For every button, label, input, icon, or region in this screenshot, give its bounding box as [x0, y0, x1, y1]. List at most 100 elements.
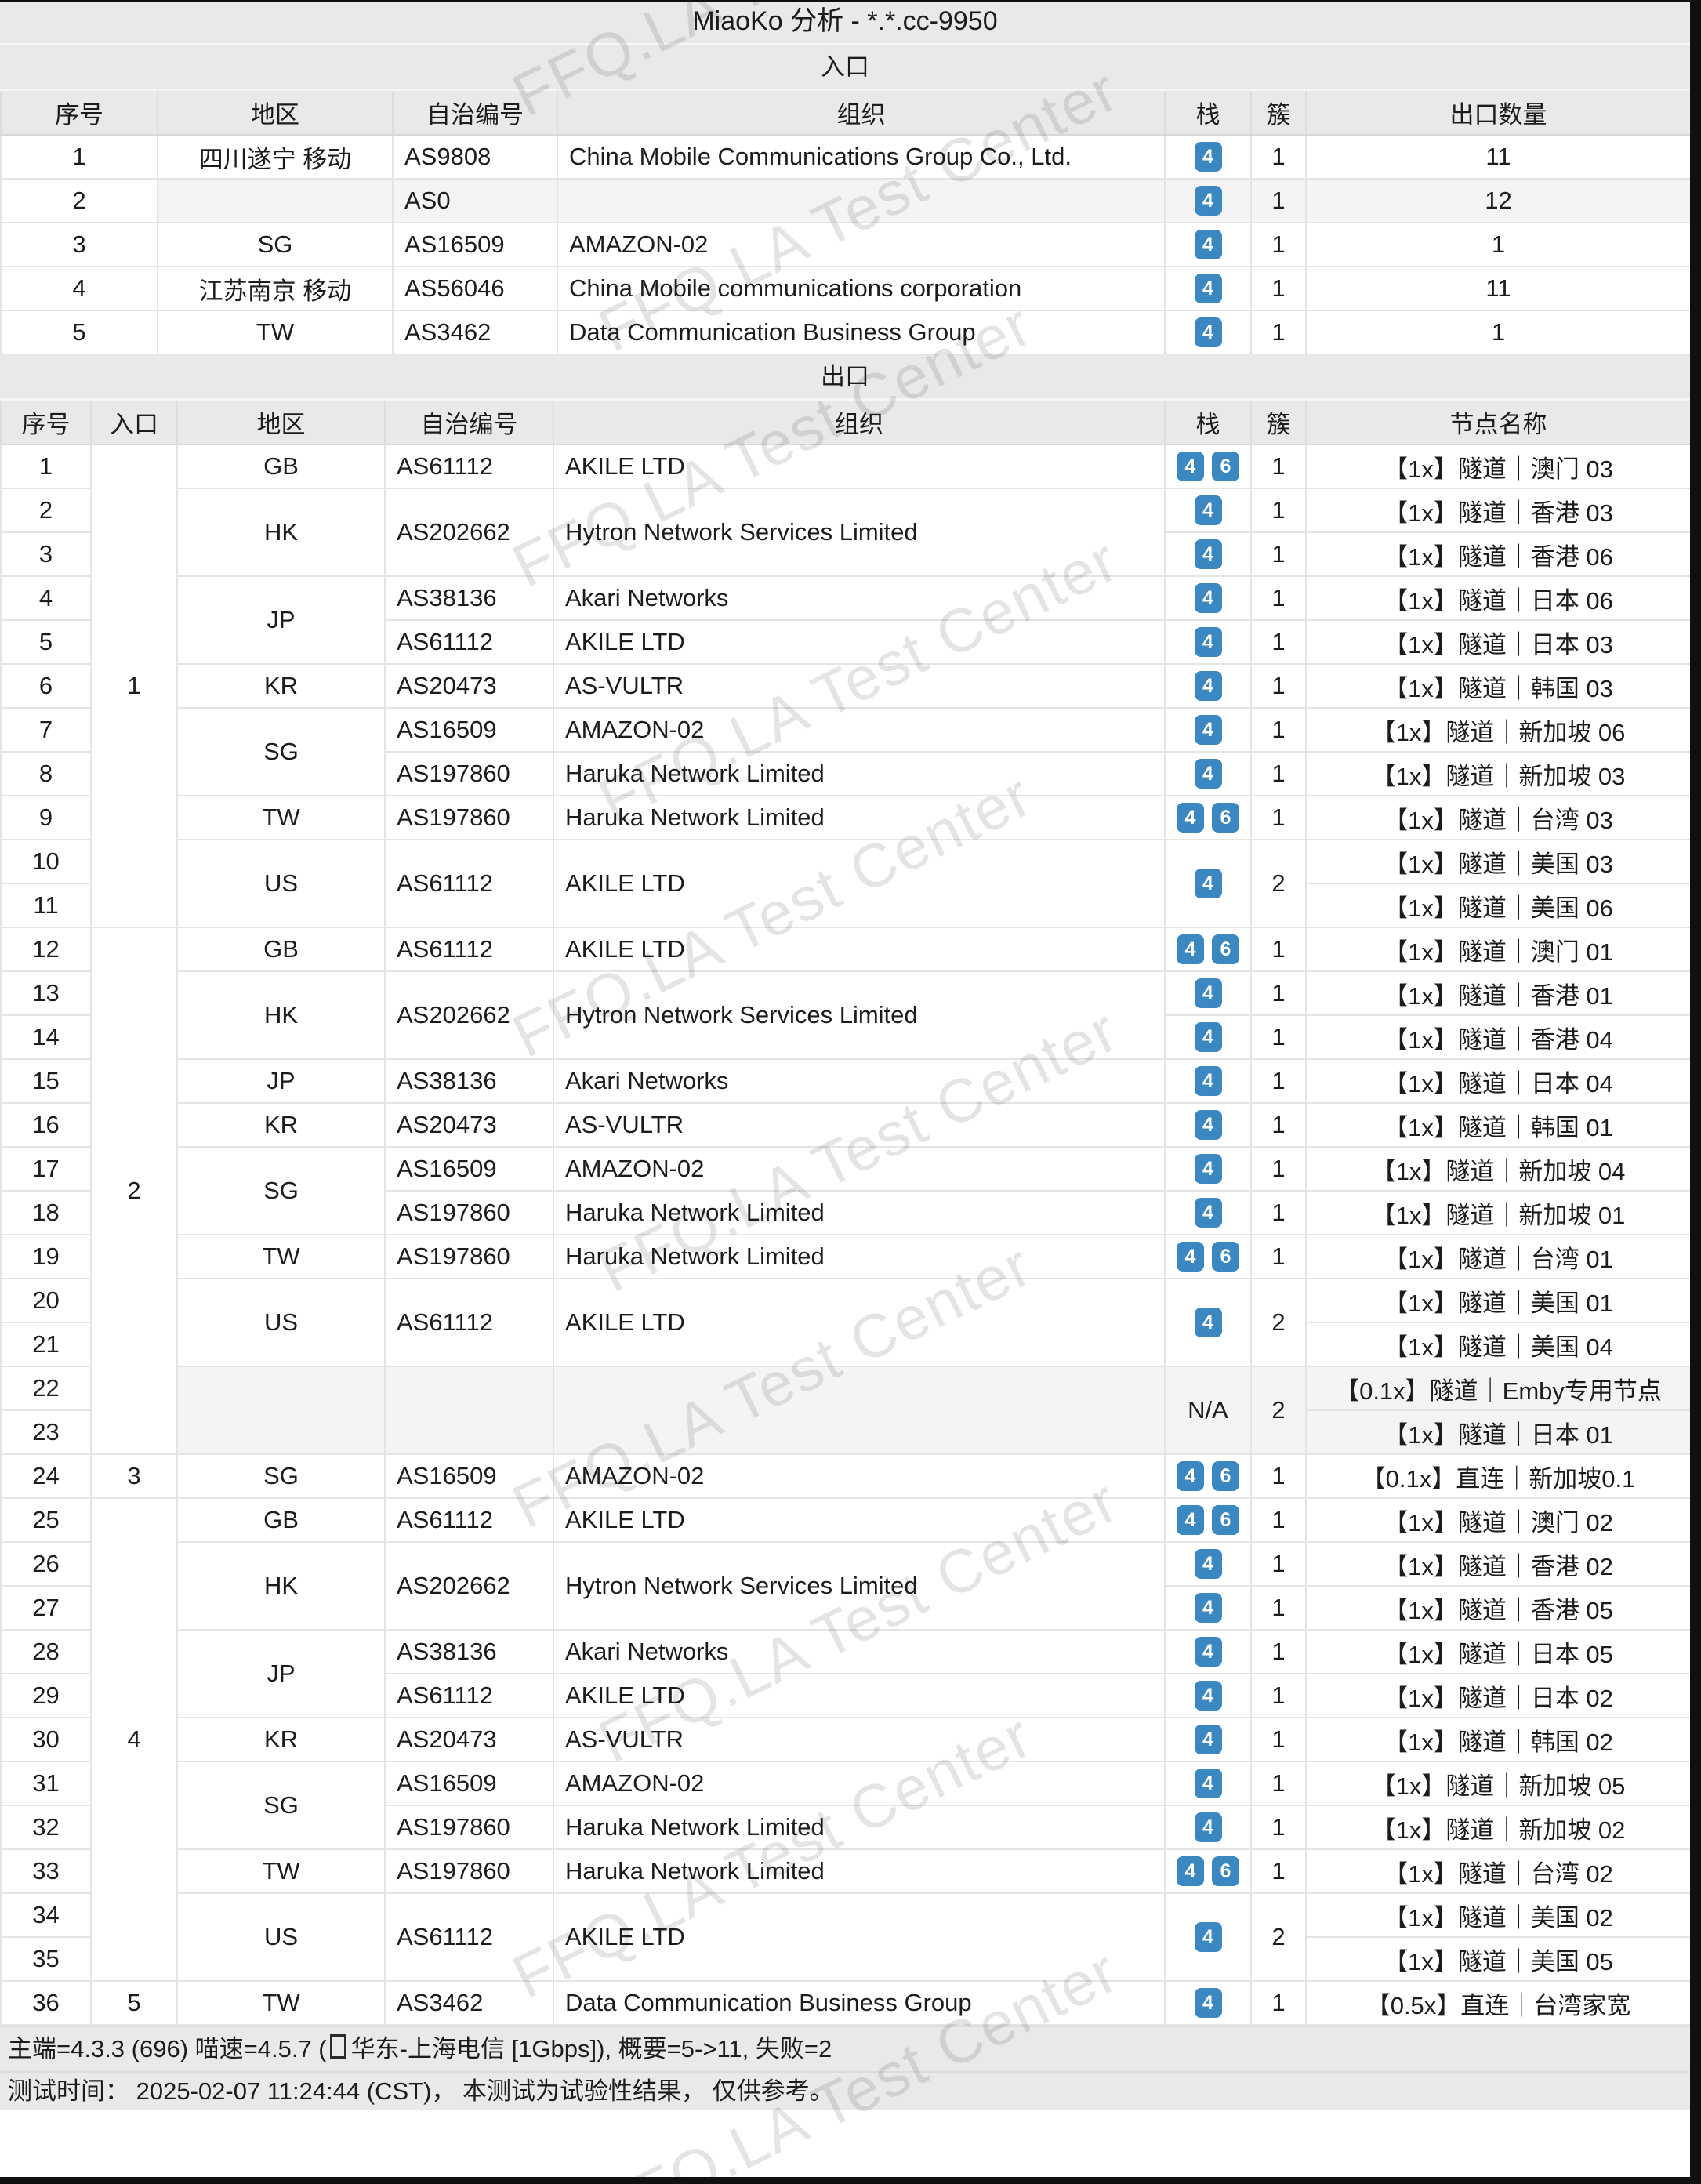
cell-no: 28	[0, 1630, 92, 1674]
cell-stack: 4	[1164, 1981, 1252, 2026]
cell-no: 31	[0, 1761, 92, 1806]
cell-exits: 12	[1305, 179, 1692, 223]
cell-org: Haruka Network Limited	[553, 1235, 1166, 1279]
window-edge-bottom	[0, 2177, 1701, 2184]
ipv4-badge: 4	[1194, 1308, 1222, 1338]
cell-node: 【1x】隧道｜澳门 02	[1305, 1498, 1692, 1543]
table-row: 31 SG AS16509 AMAZON-02 4 1 【1x】隧道｜新加坡 05	[0, 1761, 1692, 1850]
cell-no: 33	[0, 1849, 92, 1894]
cell-cluster: 1	[1250, 1805, 1307, 1850]
cell-org: AMAZON-02	[557, 223, 1166, 267]
cell-stack: 4	[1164, 267, 1252, 311]
cell-region: TW	[176, 1981, 386, 2026]
cell-stack: 4	[1164, 1761, 1252, 1806]
cell-no: 32	[0, 1805, 92, 1850]
cell-node: 【1x】隧道｜香港 05	[1305, 1586, 1692, 1631]
ipv4-badge: 4	[1194, 1922, 1222, 1953]
cell-no: 4	[0, 267, 158, 311]
table-row: 11 【1x】隧道｜美国 06	[0, 883, 1692, 928]
table-row: 15 JP AS38136 Akari Networks 4 1 【1x】隧道｜日本 04	[0, 1059, 1692, 1104]
cell-asn: AS61112	[384, 620, 554, 665]
cell-no: 24	[0, 1454, 92, 1499]
cell-asn: AS61112	[384, 1893, 554, 1982]
cell-asn: AS20473	[384, 1718, 554, 1762]
cell-node: 【1x】隧道｜韩国 02	[1305, 1718, 1692, 1762]
report-page: MiaoKo 分析 - *.*.cc-9950 入口 序号 地区 自治编号 组织栈簇出…	[0, 0, 1692, 2110]
cell-node: 【1x】隧道｜美国 06	[1305, 883, 1692, 928]
cell-no: 25	[0, 1498, 92, 1543]
cell-node: 【1x】隧道｜澳门 01	[1305, 927, 1692, 972]
cell-region: GB	[176, 927, 386, 972]
table-row: 3 4 1 【1x】隧道｜香港 06	[0, 532, 1692, 577]
cell-no: 9	[0, 796, 92, 840]
cell-asn: AS197860	[384, 796, 554, 840]
cell-cluster: 1	[1250, 752, 1307, 796]
cell-node: 【1x】隧道｜新加坡 04	[1305, 1147, 1692, 1192]
cell-region: TW	[176, 1849, 386, 1894]
cell-stack: 4	[1164, 532, 1252, 577]
ipv6-badge: 6	[1212, 1856, 1239, 1887]
cell-org: Akari Networks	[553, 1059, 1166, 1104]
cell-node: 【1x】隧道｜澳门 03	[1305, 444, 1692, 489]
cell-node: 【1x】隧道｜香港 02	[1305, 1542, 1692, 1587]
cell-region: SG	[176, 708, 386, 796]
cell-cluster: 1	[1250, 620, 1307, 665]
cell-region: SG	[176, 1761, 386, 1850]
cell-no: 10	[0, 840, 92, 884]
table-row: 2 AS0 4 1 12	[0, 179, 1692, 223]
cell-region: US	[176, 1279, 386, 1367]
ipv6-badge: 6	[1212, 452, 1239, 482]
table-row: 20 US AS61112 AKILE LTD 4 2 【1x】隧道｜美国 01	[0, 1279, 1692, 1367]
cell-stack: 4	[1164, 1279, 1252, 1367]
table-row: 19 TW AS197860 Haruka Network Limited 4 6 1 【1x…	[0, 1235, 1692, 1279]
cell-no: 11	[0, 883, 92, 928]
cell-region: GB	[176, 1498, 386, 1543]
cell-asn: AS197860	[384, 1805, 554, 1850]
column-header: 簇	[1250, 401, 1307, 445]
cell-cluster: 2	[1250, 1279, 1307, 1367]
cell-node: 【1x】隧道｜台湾 02	[1305, 1849, 1692, 1894]
cell-region: JP	[176, 1059, 386, 1104]
cell-cluster: 2	[1250, 1366, 1307, 1455]
cell-stack: 4	[1164, 840, 1252, 928]
cell-entry: 4	[90, 1498, 178, 1982]
ipv4-badge: 4	[1194, 1022, 1222, 1053]
cell-no: 6	[0, 664, 92, 709]
cell-cluster: 2	[1250, 1893, 1307, 1982]
table-row: 5 AS61112 AKILE LTD 4 1 【1x】隧道｜日本 03	[0, 620, 1692, 665]
cell-no: 5	[0, 620, 92, 665]
cell-no: 14	[0, 1015, 92, 1060]
window-edge-right	[1690, 0, 1701, 2184]
cell-region: GB	[176, 444, 386, 489]
cell-no: 2	[0, 488, 92, 533]
table-row: 16 KR AS20473 AS-VULTR 4 1 【1x】隧道｜韩国 01	[0, 1103, 1692, 1148]
table-row: 21 【1x】隧道｜美国 04	[0, 1322, 1692, 1367]
cell-asn: AS20473	[384, 1103, 554, 1148]
cell-org: AMAZON-02	[553, 1454, 1166, 1499]
cell-no: 34	[0, 1893, 92, 1938]
cell-no: 15	[0, 1059, 92, 1104]
cell-asn: AS202662	[384, 488, 554, 577]
cell-stack: 4	[1164, 1191, 1252, 1235]
cell-cluster: 1	[1250, 310, 1307, 355]
cell-cluster: 1	[1250, 796, 1307, 840]
cell-stack: 4	[1164, 223, 1252, 267]
cell-asn: AS3462	[384, 1981, 554, 2026]
ipv4-badge: 4	[1194, 317, 1222, 348]
page-title: MiaoKo 分析 - *.*.cc-9950	[0, 0, 1690, 45]
cell-no: 18	[0, 1191, 92, 1235]
cell-org: Akari Networks	[553, 576, 1166, 621]
cell-org: Hytron Network Services Limited	[553, 488, 1166, 577]
cell-no: 8	[0, 752, 92, 796]
cell-cluster: 1	[1250, 971, 1307, 1016]
cell-no: 3	[0, 223, 158, 267]
cell-cluster: 1	[1250, 267, 1307, 311]
cell-cluster: 1	[1250, 576, 1307, 621]
cell-cluster: 1	[1250, 1454, 1307, 1499]
table-row: 3 SG AS16509 AMAZON-02 4 1 1	[0, 223, 1692, 267]
cell-region: HK	[176, 1542, 386, 1631]
exit-section-heading: 出口	[0, 355, 1690, 401]
ipv4-badge: 4	[1194, 671, 1222, 702]
cell-no: 23	[0, 1410, 92, 1455]
cell-region: 江苏南京 移动	[157, 267, 394, 311]
